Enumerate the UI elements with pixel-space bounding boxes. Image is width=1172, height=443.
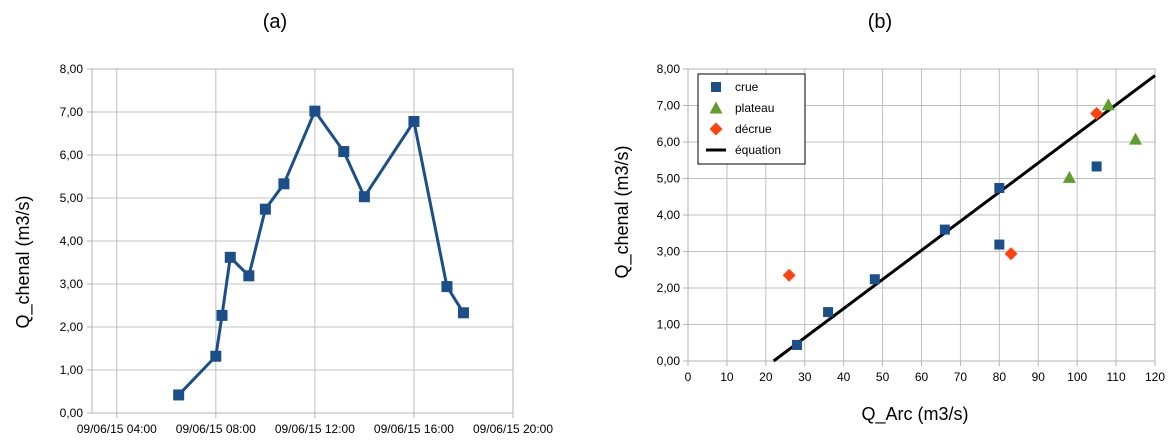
x-tick-label: 120 xyxy=(1145,370,1165,384)
legend-swatch-triangle xyxy=(709,101,723,114)
y-tick-label: 0,00 xyxy=(60,406,84,420)
series-line xyxy=(177,109,465,396)
x-tick-label: 80 xyxy=(993,370,1007,384)
y-tick-label: 4,00 xyxy=(60,234,84,248)
data-point-square xyxy=(173,389,185,401)
data-point-square xyxy=(278,178,290,190)
y-tick-label: 3,00 xyxy=(60,277,84,291)
y-tick-label: 5,00 xyxy=(60,191,84,205)
y-tick-label: 1,00 xyxy=(60,363,84,377)
x-tick-label: 10 xyxy=(720,370,734,384)
data-point-square xyxy=(791,339,802,350)
y-tick-label: 7,00 xyxy=(60,105,84,119)
legend-swatch-diamond xyxy=(709,122,723,136)
data-point-square xyxy=(1091,161,1102,172)
plot-area-a xyxy=(91,68,514,414)
data-point-square xyxy=(457,307,469,319)
data-point-diamond xyxy=(1004,247,1018,261)
x-tick-label: 30 xyxy=(798,370,812,384)
chart-a: (a) Q_chenal (m3/s) 0,00 1,00 2,00 3,00 4,00… xyxy=(13,11,553,436)
plot-area-b xyxy=(687,68,1156,362)
data-point-triangle xyxy=(1101,98,1115,111)
x-tick-label: 70 xyxy=(954,370,968,384)
x-axis-title-b: Q_Arc (m3/s) xyxy=(861,404,968,425)
data-point-diamond xyxy=(1090,107,1104,121)
data-point-triangle xyxy=(1129,132,1143,145)
y-axis-title-a: Q_chenal (m3/s) xyxy=(13,195,34,328)
data-point-square xyxy=(441,281,453,293)
data-point-square xyxy=(994,182,1005,193)
data-point-square xyxy=(210,350,222,362)
x-tick-label: 20 xyxy=(759,370,773,384)
y-tick-label: 7,00 xyxy=(657,99,681,113)
x-tick-label: 09/06/15 20:00 xyxy=(473,422,553,436)
y-tick-label: 6,00 xyxy=(60,148,84,162)
y-tick-label: 8,00 xyxy=(60,62,84,76)
data-point-square xyxy=(869,274,880,285)
y-tick-label: 3,00 xyxy=(657,245,681,259)
y-tick-label: 8,00 xyxy=(657,62,681,76)
data-point-square xyxy=(224,251,236,263)
x-tick-label: 09/06/15 16:00 xyxy=(374,422,454,436)
y-tick-label: 2,00 xyxy=(60,320,84,334)
x-tick-label: 110 xyxy=(1107,370,1126,384)
data-point-triangle xyxy=(1062,170,1076,183)
data-point-square xyxy=(408,115,420,127)
chart-b: (b) Q_chenal (m3/s) Q_Arc (m3/s) 0,00 1,0… xyxy=(612,11,1165,425)
x-tick-label: 0 xyxy=(685,370,692,384)
legend-swatch-square xyxy=(711,82,721,92)
data-point-square xyxy=(994,239,1005,250)
data-point-square xyxy=(216,309,228,321)
data-point-square xyxy=(243,270,255,282)
legend-label: décrue xyxy=(735,122,772,136)
x-tick-label: 90 xyxy=(1032,370,1046,384)
legend-label: plateau xyxy=(735,101,774,115)
x-tick-label: 09/06/15 12:00 xyxy=(275,422,355,436)
x-tick-label: 50 xyxy=(876,370,890,384)
data-point-square xyxy=(309,105,321,117)
data-point-square xyxy=(338,146,350,158)
legend-label: équation xyxy=(735,143,781,157)
y-tick-label: 6,00 xyxy=(657,135,681,149)
y-tick-label: 0,00 xyxy=(657,354,681,368)
data-point-square xyxy=(823,307,834,318)
x-tick-label: 09/06/15 08:00 xyxy=(176,422,256,436)
x-tick-label: 09/06/15 04:00 xyxy=(77,422,157,436)
legend-label: crue xyxy=(735,80,759,94)
panel-label-b: (b) xyxy=(868,11,892,33)
y-tick-label: 1,00 xyxy=(657,318,681,332)
y-axis-title-b: Q_chenal (m3/s) xyxy=(612,145,633,278)
x-tick-label: 60 xyxy=(915,370,929,384)
data-point-square xyxy=(358,191,370,203)
equation-line xyxy=(772,74,1156,363)
y-tick-label: 4,00 xyxy=(657,208,681,222)
x-tick-label: 40 xyxy=(837,370,851,384)
data-point-square xyxy=(259,203,271,215)
data-point-square xyxy=(939,224,950,235)
y-tick-label: 5,00 xyxy=(657,172,681,186)
panel-label-a: (a) xyxy=(263,11,287,33)
data-point-diamond xyxy=(782,268,796,282)
y-tick-label: 2,00 xyxy=(657,281,681,295)
x-tick-label: 100 xyxy=(1067,370,1087,384)
